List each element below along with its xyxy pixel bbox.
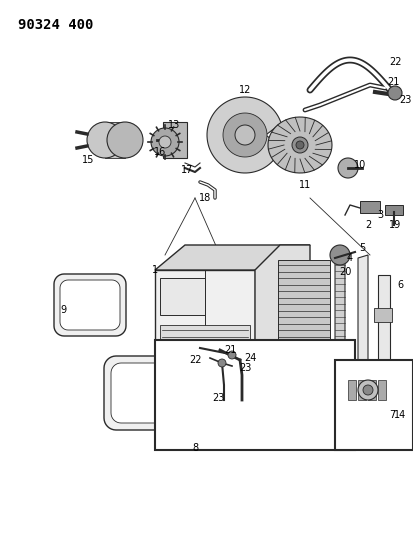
- Polygon shape: [378, 275, 390, 360]
- Polygon shape: [155, 245, 310, 270]
- Circle shape: [87, 122, 123, 158]
- Polygon shape: [104, 356, 192, 430]
- Polygon shape: [374, 308, 392, 322]
- Circle shape: [228, 351, 236, 359]
- Text: 21: 21: [224, 345, 236, 355]
- Polygon shape: [207, 97, 281, 173]
- Circle shape: [358, 380, 378, 400]
- Circle shape: [363, 385, 373, 395]
- Text: 23: 23: [399, 95, 411, 105]
- Polygon shape: [54, 274, 126, 336]
- Polygon shape: [378, 380, 386, 400]
- Text: 8: 8: [192, 443, 198, 453]
- Bar: [385, 205, 403, 215]
- Text: 23: 23: [239, 363, 251, 373]
- Text: 12: 12: [239, 85, 251, 95]
- Polygon shape: [305, 380, 371, 436]
- Text: 2: 2: [365, 220, 371, 230]
- Polygon shape: [348, 380, 356, 400]
- Circle shape: [388, 86, 402, 100]
- Text: 24: 24: [244, 353, 256, 363]
- Text: 4: 4: [347, 253, 353, 263]
- Circle shape: [296, 141, 304, 149]
- Circle shape: [235, 125, 255, 145]
- Polygon shape: [160, 325, 250, 380]
- Text: 9: 9: [60, 305, 66, 315]
- Circle shape: [330, 245, 350, 265]
- Text: 11: 11: [299, 180, 311, 190]
- Text: 7: 7: [389, 410, 395, 420]
- Circle shape: [338, 158, 358, 178]
- Polygon shape: [160, 278, 205, 315]
- Polygon shape: [255, 245, 310, 385]
- Polygon shape: [358, 380, 366, 400]
- Polygon shape: [111, 363, 185, 423]
- Circle shape: [292, 137, 308, 153]
- Circle shape: [218, 359, 226, 367]
- Text: 5: 5: [359, 243, 365, 253]
- Text: 21: 21: [387, 77, 399, 87]
- Text: 15: 15: [82, 155, 94, 165]
- Polygon shape: [223, 113, 267, 157]
- Polygon shape: [60, 280, 120, 330]
- Text: 17: 17: [181, 165, 193, 175]
- Text: 23: 23: [212, 393, 224, 403]
- Text: 10: 10: [354, 160, 366, 170]
- Text: 1: 1: [152, 265, 158, 275]
- Text: 19: 19: [389, 220, 401, 230]
- Bar: [360, 201, 380, 213]
- Text: 90324 400: 90324 400: [18, 18, 93, 32]
- Circle shape: [151, 128, 179, 156]
- Text: 3: 3: [377, 210, 383, 220]
- Text: 16: 16: [154, 147, 166, 157]
- Polygon shape: [278, 260, 330, 385]
- Text: 14: 14: [394, 410, 406, 420]
- Circle shape: [107, 122, 143, 158]
- Circle shape: [159, 136, 171, 148]
- Text: 22: 22: [389, 57, 401, 67]
- Polygon shape: [368, 380, 376, 400]
- Polygon shape: [268, 117, 332, 173]
- Bar: [335, 360, 413, 450]
- Polygon shape: [155, 270, 255, 385]
- Polygon shape: [105, 122, 125, 158]
- Bar: [155, 340, 355, 450]
- Polygon shape: [358, 255, 368, 360]
- Bar: [163, 122, 187, 158]
- Polygon shape: [335, 248, 345, 385]
- Text: 13: 13: [168, 120, 180, 130]
- Text: 22: 22: [189, 355, 201, 365]
- Text: 18: 18: [199, 193, 211, 203]
- Text: 20: 20: [339, 267, 351, 277]
- Polygon shape: [298, 373, 378, 443]
- Text: 6: 6: [397, 280, 403, 290]
